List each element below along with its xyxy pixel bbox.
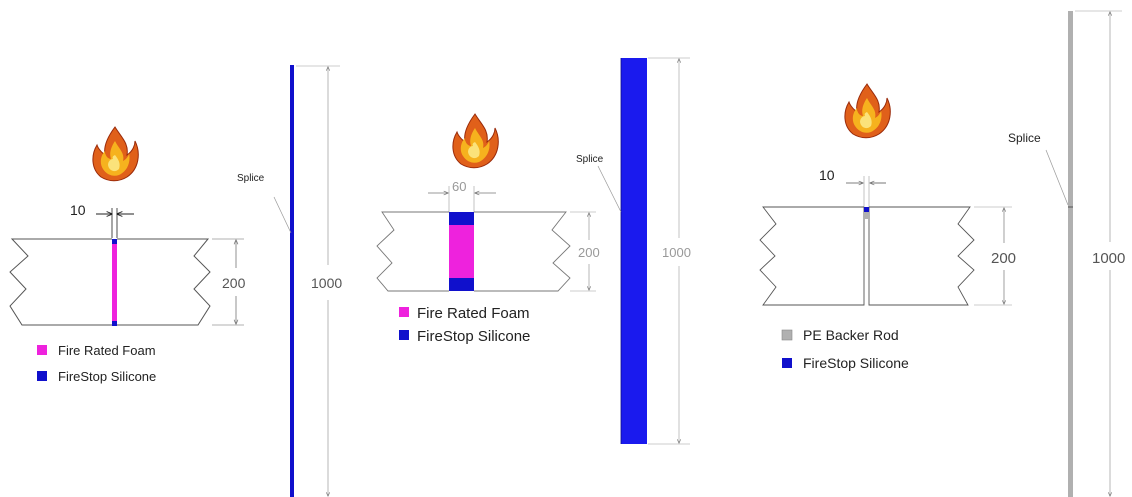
slab-right xyxy=(474,211,571,292)
silicone-cap xyxy=(112,239,117,244)
depth-dim-label: 200 xyxy=(222,275,246,291)
legend-swatch-silicone xyxy=(399,330,409,340)
slab-left xyxy=(376,211,449,292)
pe-backer-rod xyxy=(864,212,869,219)
joint-elevation-strip xyxy=(290,65,294,497)
slab-left xyxy=(759,206,865,306)
legend-label-silicone: FireStop Silicone xyxy=(58,369,156,384)
slab-right xyxy=(868,206,975,306)
splice-leader xyxy=(597,165,622,213)
gap-dim-label: 10 xyxy=(819,167,835,183)
gap-dim-label: 60 xyxy=(452,179,466,194)
legend-swatch-foam xyxy=(37,345,47,355)
splice-leader xyxy=(273,196,292,234)
length-dim-label: 1000 xyxy=(662,245,691,260)
legend-swatch-silicone xyxy=(37,371,47,381)
splice-label: Splice xyxy=(1008,131,1041,145)
splice-label: Splice xyxy=(576,154,604,165)
legend-label-silicone: FireStop Silicone xyxy=(803,355,909,371)
legend-label-foam: Fire Rated Foam xyxy=(417,305,530,322)
silicone-cap xyxy=(864,207,869,212)
flame-icon xyxy=(844,83,891,139)
joint-elevation-strip xyxy=(1068,11,1073,497)
slab-left xyxy=(9,238,112,326)
legend-swatch-backer-rod xyxy=(781,329,793,341)
splice-leader xyxy=(1045,149,1069,206)
joint-elevation-strip xyxy=(621,58,647,444)
depth-dim-label: 200 xyxy=(578,245,600,260)
legend-label-foam: Fire Rated Foam xyxy=(58,343,156,358)
gap-dim-label: 10 xyxy=(70,202,86,218)
silicone-cap-bottom xyxy=(112,321,117,326)
fire-rated-foam xyxy=(449,225,474,278)
panel-3: 10 200 PE Backer Rod FireStop Silicone S… xyxy=(759,10,1125,497)
splice-label: Splice xyxy=(237,173,265,184)
fire-rated-foam xyxy=(112,244,117,321)
slab-right xyxy=(117,238,211,326)
length-dim-label: 1000 xyxy=(311,275,342,291)
flame-icon xyxy=(92,126,139,182)
length-dim-label: 1000 xyxy=(1092,250,1125,267)
panel-2: 60 200 Fire Rated Foam FireStop Silicone… xyxy=(376,57,691,445)
silicone-cap-bottom xyxy=(449,278,474,291)
legend-label-silicone: FireStop Silicone xyxy=(417,328,530,345)
panel-1: 10 200 Fire Rated Foam FireStop Silicone… xyxy=(9,65,342,497)
depth-dim-label: 200 xyxy=(991,250,1016,267)
legend-swatch-foam xyxy=(399,307,409,317)
legend-label-backer-rod: PE Backer Rod xyxy=(803,327,899,343)
silicone-cap xyxy=(449,212,474,225)
flame-icon xyxy=(452,113,499,169)
legend-swatch-silicone xyxy=(782,358,792,368)
